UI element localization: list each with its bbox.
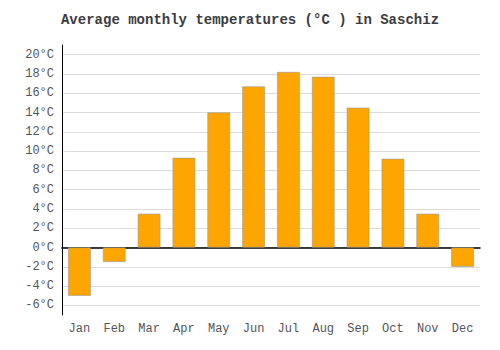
svg-text:20°C: 20°C [25, 48, 54, 62]
svg-text:Sep: Sep [347, 322, 369, 336]
svg-text:Jan: Jan [69, 322, 91, 336]
svg-text:2°C: 2°C [32, 221, 54, 235]
svg-text:Feb: Feb [103, 322, 125, 336]
svg-text:Oct: Oct [382, 322, 404, 336]
svg-text:-6°C: -6°C [25, 298, 54, 312]
svg-text:Nov: Nov [417, 322, 439, 336]
svg-text:Average monthly temperatures (: Average monthly temperatures (°C ) in Sa… [61, 12, 439, 28]
svg-text:Jun: Jun [243, 322, 265, 336]
svg-text:8°C: 8°C [32, 163, 54, 177]
svg-text:16°C: 16°C [25, 86, 54, 100]
svg-text:14°C: 14°C [25, 106, 54, 120]
svg-text:12°C: 12°C [25, 125, 54, 139]
svg-text:Dec: Dec [452, 322, 474, 336]
svg-text:Apr: Apr [173, 322, 195, 336]
svg-text:Mar: Mar [138, 322, 160, 336]
svg-text:18°C: 18°C [25, 67, 54, 81]
svg-text:May: May [208, 322, 230, 336]
svg-text:4°C: 4°C [32, 202, 54, 216]
svg-text:Aug: Aug [312, 322, 334, 336]
svg-text:Jul: Jul [278, 322, 300, 336]
svg-text:6°C: 6°C [32, 183, 54, 197]
svg-text:-4°C: -4°C [25, 279, 54, 293]
svg-text:0°C: 0°C [32, 241, 54, 255]
svg-text:-2°C: -2°C [25, 260, 54, 274]
svg-text:10°C: 10°C [25, 144, 54, 158]
